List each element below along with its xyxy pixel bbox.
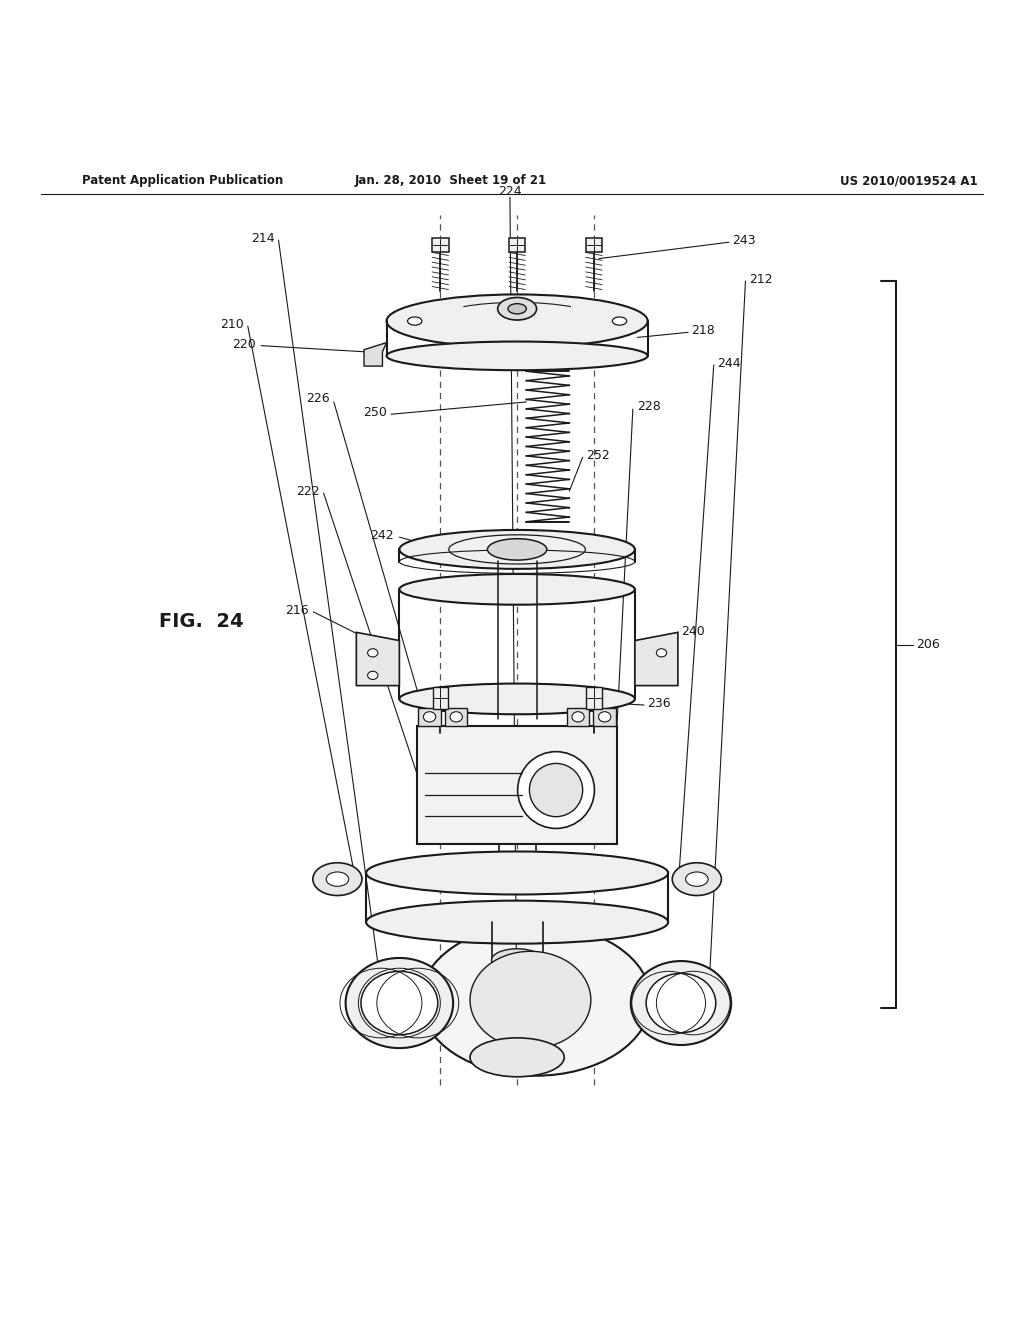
- Text: 222: 222: [296, 484, 319, 498]
- Text: 226: 226: [306, 392, 330, 405]
- Bar: [444, 708, 467, 726]
- Ellipse shape: [361, 972, 438, 1035]
- Text: 210: 210: [220, 318, 244, 330]
- Polygon shape: [635, 632, 678, 685]
- Text: 243: 243: [732, 234, 756, 247]
- Ellipse shape: [470, 952, 591, 1048]
- Text: Jan. 28, 2010  Sheet 19 of 21: Jan. 28, 2010 Sheet 19 of 21: [354, 174, 547, 187]
- Text: 240: 240: [681, 624, 705, 638]
- Ellipse shape: [518, 751, 594, 829]
- Ellipse shape: [492, 949, 543, 972]
- Ellipse shape: [313, 863, 362, 895]
- Text: 250: 250: [364, 405, 387, 418]
- Ellipse shape: [368, 648, 378, 657]
- Ellipse shape: [387, 342, 648, 370]
- Ellipse shape: [686, 873, 709, 886]
- Ellipse shape: [346, 958, 453, 1048]
- Ellipse shape: [631, 961, 731, 1045]
- Ellipse shape: [487, 539, 547, 560]
- Ellipse shape: [399, 574, 635, 605]
- Ellipse shape: [424, 711, 436, 722]
- Text: 212: 212: [750, 272, 773, 285]
- Ellipse shape: [450, 711, 462, 722]
- Text: 216: 216: [286, 605, 309, 618]
- Text: 224: 224: [498, 185, 522, 198]
- Text: 252: 252: [586, 449, 609, 462]
- Ellipse shape: [612, 317, 627, 325]
- Ellipse shape: [326, 873, 348, 886]
- Bar: [509, 238, 525, 252]
- Ellipse shape: [368, 672, 378, 680]
- Ellipse shape: [367, 851, 668, 895]
- Ellipse shape: [508, 304, 526, 314]
- Text: 218: 218: [691, 323, 715, 337]
- Ellipse shape: [408, 317, 422, 325]
- Bar: [567, 708, 590, 726]
- Text: 236: 236: [647, 697, 671, 710]
- Bar: [594, 708, 616, 726]
- Bar: [432, 238, 449, 252]
- Ellipse shape: [399, 684, 635, 714]
- Ellipse shape: [529, 763, 583, 817]
- Bar: [432, 686, 449, 709]
- Ellipse shape: [498, 297, 537, 319]
- Ellipse shape: [646, 973, 716, 1032]
- Text: Patent Application Publication: Patent Application Publication: [82, 174, 284, 187]
- Ellipse shape: [470, 1038, 564, 1077]
- Ellipse shape: [656, 648, 667, 657]
- Ellipse shape: [421, 924, 651, 1076]
- Ellipse shape: [672, 863, 721, 895]
- Text: 220: 220: [232, 338, 256, 351]
- Text: 242: 242: [371, 528, 394, 541]
- Ellipse shape: [367, 900, 668, 944]
- Text: 244: 244: [717, 356, 740, 370]
- Ellipse shape: [598, 711, 610, 722]
- Polygon shape: [356, 632, 399, 685]
- Text: US 2010/0019524 A1: US 2010/0019524 A1: [840, 174, 977, 187]
- Bar: [586, 238, 602, 252]
- Text: 228: 228: [637, 400, 660, 413]
- Bar: [418, 708, 440, 726]
- Ellipse shape: [387, 294, 648, 347]
- Bar: [418, 726, 616, 843]
- Text: 206: 206: [916, 638, 940, 651]
- Ellipse shape: [399, 529, 635, 569]
- Bar: [586, 686, 602, 709]
- Text: 214: 214: [251, 231, 274, 244]
- Text: FIG.  24: FIG. 24: [159, 611, 244, 631]
- Polygon shape: [365, 343, 387, 366]
- Ellipse shape: [571, 711, 584, 722]
